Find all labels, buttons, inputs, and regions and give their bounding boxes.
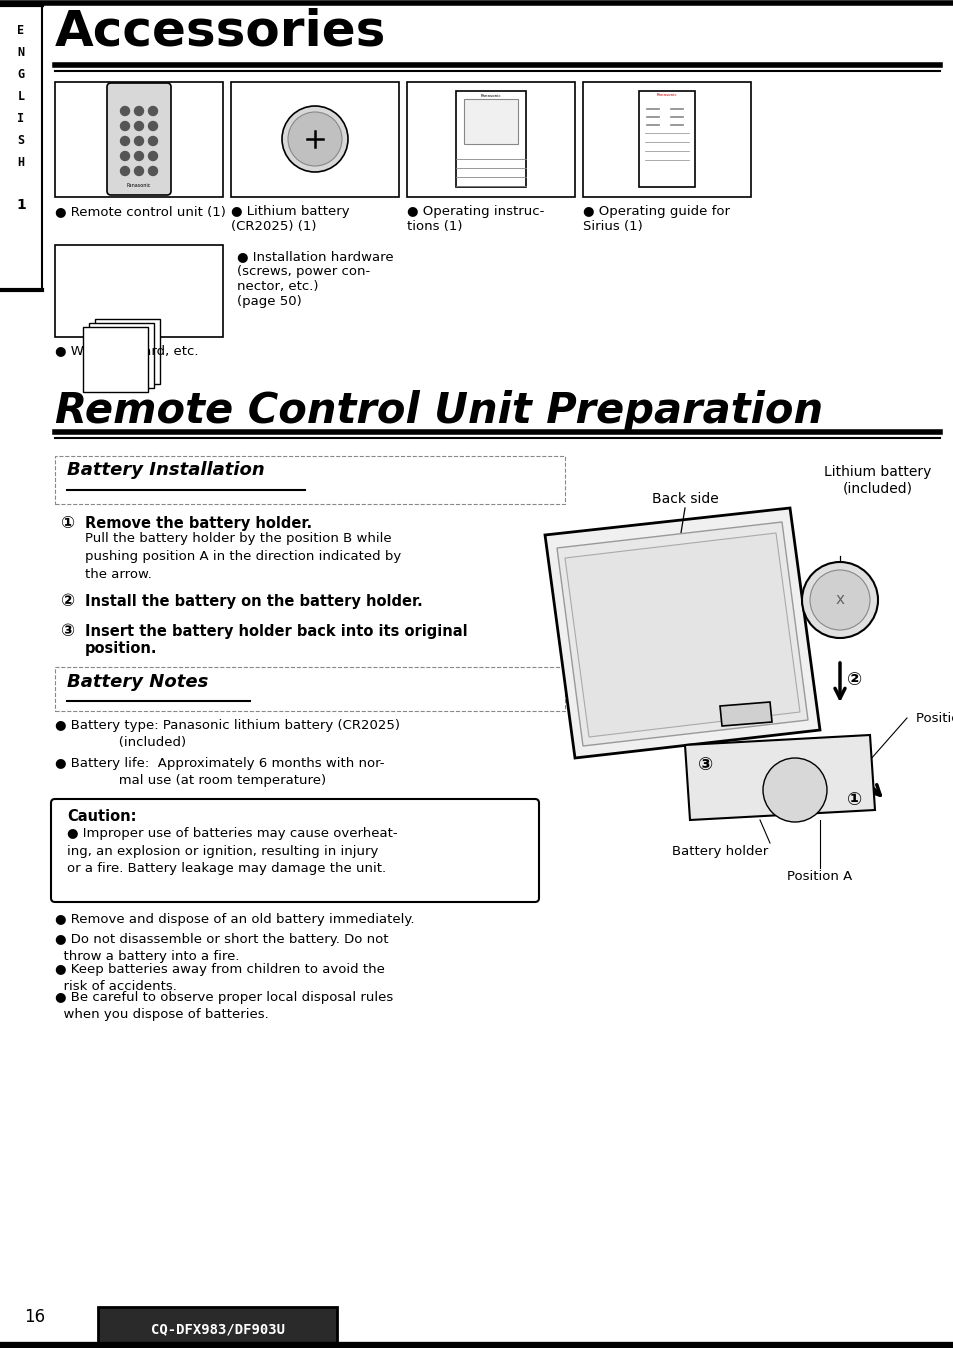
- FancyBboxPatch shape: [456, 92, 525, 187]
- Circle shape: [120, 136, 130, 146]
- Text: Panasonic: Panasonic: [127, 183, 151, 187]
- Circle shape: [150, 168, 156, 174]
- Circle shape: [288, 112, 341, 166]
- Text: Insert the battery holder back into its original
position.: Insert the battery holder back into its …: [85, 624, 467, 656]
- Text: N: N: [17, 46, 25, 58]
- Text: Panasonic: Panasonic: [480, 94, 500, 98]
- FancyBboxPatch shape: [407, 82, 575, 197]
- Text: I: I: [17, 112, 25, 124]
- Text: ● Operating instruc-
tions (1): ● Operating instruc- tions (1): [407, 205, 544, 233]
- Text: G: G: [17, 67, 25, 81]
- Polygon shape: [557, 522, 807, 745]
- Text: S: S: [17, 133, 25, 147]
- Circle shape: [809, 570, 869, 630]
- Circle shape: [134, 151, 143, 160]
- Text: ● Remove and dispose of an old battery immediately.: ● Remove and dispose of an old battery i…: [55, 913, 414, 926]
- Circle shape: [801, 562, 877, 638]
- Text: ● Do not disassemble or short the battery. Do not
  throw a battery into a fire.: ● Do not disassemble or short the batter…: [55, 933, 388, 962]
- Circle shape: [120, 151, 130, 160]
- Text: ● Installation hardware
(screws, power con-
nector, etc.)
(page 50): ● Installation hardware (screws, power c…: [236, 249, 394, 307]
- Circle shape: [134, 167, 143, 175]
- Text: Position B: Position B: [915, 712, 953, 724]
- Text: Position A: Position A: [786, 869, 852, 883]
- Circle shape: [134, 106, 143, 116]
- FancyBboxPatch shape: [55, 456, 564, 504]
- Text: ①: ①: [846, 791, 862, 809]
- FancyBboxPatch shape: [55, 245, 223, 337]
- Circle shape: [149, 167, 157, 175]
- Text: H: H: [17, 155, 25, 168]
- FancyBboxPatch shape: [107, 84, 171, 195]
- Text: ● Lithium battery
(CR2025) (1): ● Lithium battery (CR2025) (1): [231, 205, 349, 233]
- FancyBboxPatch shape: [639, 92, 695, 187]
- Text: Lithium battery
(included): Lithium battery (included): [823, 465, 931, 496]
- Text: ● Battery type: Panasonic lithium battery (CR2025)
               (included): ● Battery type: Panasonic lithium batter…: [55, 718, 399, 749]
- Circle shape: [762, 758, 826, 822]
- Text: Battery holder: Battery holder: [671, 845, 767, 857]
- Circle shape: [149, 151, 157, 160]
- Text: Install the battery on the battery holder.: Install the battery on the battery holde…: [85, 594, 422, 609]
- FancyBboxPatch shape: [55, 82, 223, 197]
- Text: ● Operating guide for
Sirius (1): ● Operating guide for Sirius (1): [582, 205, 729, 233]
- Text: ②: ②: [846, 671, 862, 689]
- FancyBboxPatch shape: [98, 1308, 336, 1348]
- Text: L: L: [17, 89, 25, 102]
- Text: ③: ③: [60, 621, 74, 640]
- Text: Remove the battery holder.: Remove the battery holder.: [85, 516, 312, 531]
- FancyBboxPatch shape: [51, 799, 538, 902]
- Polygon shape: [544, 508, 820, 758]
- Text: ● Remote control unit (1): ● Remote control unit (1): [55, 205, 226, 218]
- Text: ● Improper use of batteries may cause overheat-
ing, an explosion or ignition, r: ● Improper use of batteries may cause ov…: [67, 828, 397, 875]
- Circle shape: [122, 168, 128, 174]
- Circle shape: [282, 106, 348, 173]
- Text: Battery Installation: Battery Installation: [67, 461, 265, 479]
- FancyBboxPatch shape: [55, 667, 564, 710]
- Text: Remote Control Unit Preparation: Remote Control Unit Preparation: [55, 390, 822, 431]
- Text: ● Warranty card, etc.: ● Warranty card, etc.: [55, 345, 198, 359]
- Circle shape: [134, 121, 143, 131]
- Polygon shape: [684, 735, 874, 820]
- Circle shape: [136, 168, 142, 174]
- Text: Pull the battery holder by the position B while
pushing position A in the direct: Pull the battery holder by the position …: [85, 532, 401, 581]
- FancyBboxPatch shape: [83, 328, 148, 392]
- Circle shape: [149, 106, 157, 116]
- Text: 16: 16: [25, 1308, 46, 1326]
- Text: Panasonic: Panasonic: [656, 93, 677, 97]
- Polygon shape: [564, 532, 800, 737]
- Text: 1: 1: [16, 198, 26, 212]
- Text: ● Be careful to observe proper local disposal rules
  when you dispose of batter: ● Be careful to observe proper local dis…: [55, 991, 393, 1020]
- Polygon shape: [720, 702, 771, 727]
- FancyBboxPatch shape: [463, 98, 517, 144]
- Text: Battery Notes: Battery Notes: [67, 673, 208, 692]
- Text: x: x: [835, 593, 843, 608]
- Text: CQ-DFX983/DF903U: CQ-DFX983/DF903U: [151, 1322, 285, 1336]
- Text: E: E: [17, 23, 25, 36]
- FancyBboxPatch shape: [95, 319, 160, 384]
- Circle shape: [134, 136, 143, 146]
- FancyBboxPatch shape: [89, 324, 153, 388]
- Circle shape: [120, 167, 130, 175]
- Text: ①: ①: [60, 514, 74, 532]
- Circle shape: [120, 106, 130, 116]
- FancyBboxPatch shape: [231, 82, 398, 197]
- Circle shape: [149, 136, 157, 146]
- Text: ②: ②: [60, 592, 74, 611]
- Text: ● Battery life:  Approximately 6 months with nor-
               mal use (at roo: ● Battery life: Approximately 6 months w…: [55, 758, 384, 787]
- Circle shape: [149, 121, 157, 131]
- FancyBboxPatch shape: [582, 82, 750, 197]
- Text: Accessories: Accessories: [55, 8, 386, 57]
- Circle shape: [120, 121, 130, 131]
- Text: ● Keep batteries away from children to avoid the
  risk of accidents.: ● Keep batteries away from children to a…: [55, 962, 384, 993]
- Text: ③: ③: [698, 756, 713, 774]
- Text: Back side: Back side: [651, 492, 718, 506]
- Text: Caution:: Caution:: [67, 809, 136, 824]
